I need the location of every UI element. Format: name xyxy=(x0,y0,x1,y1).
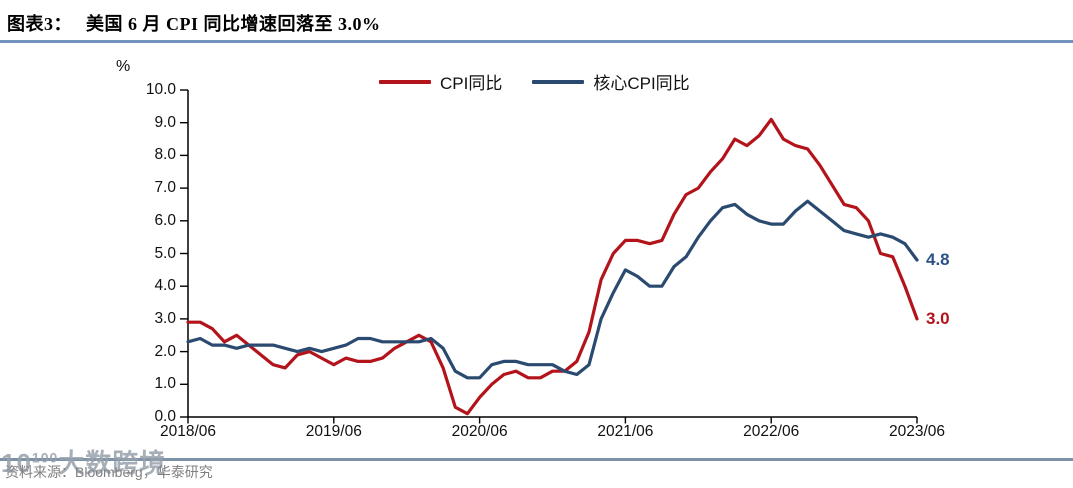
title-underline xyxy=(0,40,1073,43)
legend-label-core-cpi: 核心CPI同比 xyxy=(593,74,690,93)
x-axis-tick-label: 2018/06 xyxy=(159,423,217,440)
figure-title-text: 美国 6 月 CPI 同比增速回落至 3.0% xyxy=(86,14,381,34)
x-axis-tick-label: 2020/06 xyxy=(451,423,508,440)
y-axis-tick-label: 4.0 xyxy=(154,277,176,295)
y-axis-tick-label: 0.0 xyxy=(154,408,176,425)
y-axis-unit-label: % xyxy=(116,58,131,75)
footer-divider xyxy=(0,458,1073,461)
y-axis-tick-label: 2.0 xyxy=(154,342,176,360)
core-cpi-end-value-label: 4.8 xyxy=(926,250,950,270)
x-axis-tick-label: 2021/06 xyxy=(597,423,654,440)
y-axis-tick-label: 5.0 xyxy=(154,244,176,262)
y-axis-tick-label: 7.0 xyxy=(154,179,176,197)
x-axis-tick-label: 2019/06 xyxy=(305,423,362,440)
y-axis-tick-label: 3.0 xyxy=(154,309,176,327)
cpi-line xyxy=(186,117,919,416)
y-axis-tick-label: 10.0 xyxy=(145,81,176,98)
watermark-logo-text: 10 xyxy=(1,448,32,478)
figure-title: 图表3： 美国 6 月 CPI 同比增速回落至 3.0% xyxy=(7,10,381,36)
x-axis-tick-label: 2023/06 xyxy=(888,423,946,440)
y-axis-tick-label: 1.0 xyxy=(154,375,176,393)
x-axis-tick-label: 2022/06 xyxy=(743,423,800,440)
axis-lines xyxy=(187,90,917,418)
watermark-logo-sup: 100 xyxy=(31,449,59,466)
y-axis-tick-label: 8.0 xyxy=(154,146,176,164)
core-cpi-line-swatch xyxy=(532,79,585,84)
cpi-line-swatch xyxy=(379,79,431,84)
watermark-brand-text: 大数跨境 xyxy=(58,448,167,478)
cpi-end-value-label: 3.0 xyxy=(926,308,950,328)
chart-legend: CPI同比 核心CPI同比 xyxy=(379,69,690,94)
source-note: 资料来源：Bloomberg，华泰研究 xyxy=(5,464,213,480)
core-cpi-line xyxy=(186,199,919,380)
watermark: 10100大数跨境 xyxy=(1,443,166,480)
figure-number-label: 图表3： xyxy=(7,14,72,34)
y-axis-tick-label: 6.0 xyxy=(154,211,176,229)
y-axis-tick-label: 9.0 xyxy=(154,113,176,131)
legend-item-core-cpi: 核心CPI同比 xyxy=(532,69,690,94)
legend-item-cpi: CPI同比 xyxy=(379,69,502,94)
legend-label-cpi: CPI同比 xyxy=(440,74,503,93)
